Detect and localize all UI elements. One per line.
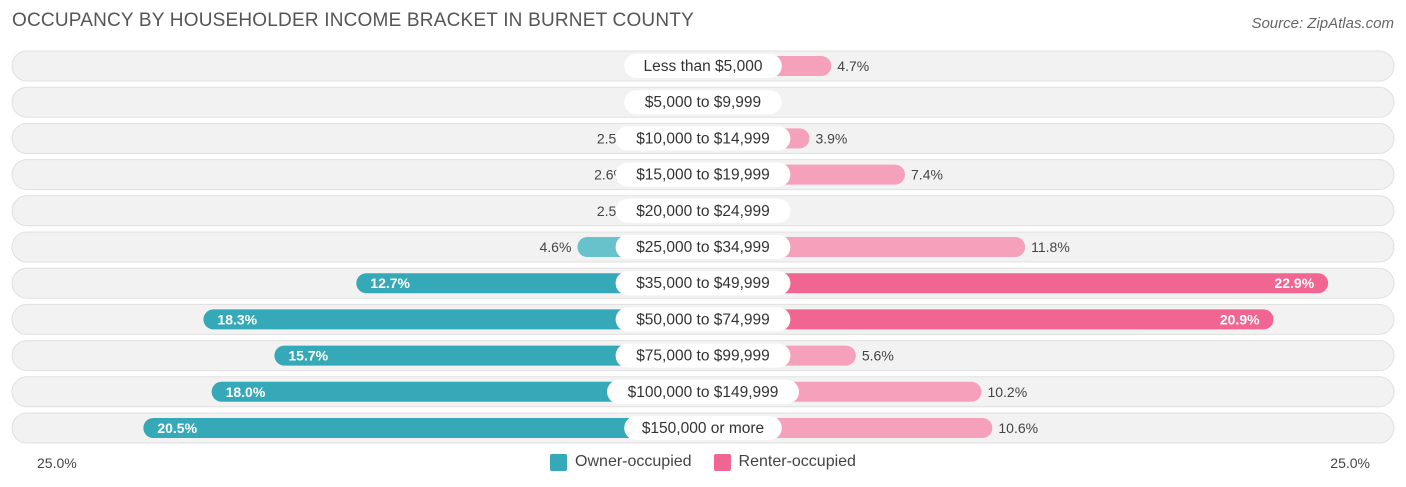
renter-value-label: 20.9% (1220, 311, 1260, 327)
category-pill (624, 416, 782, 440)
renter-value-label: 11.8% (1031, 239, 1070, 255)
axis-left-label: 25.0% (37, 455, 77, 471)
legend: Owner-occupied Renter-occupied (0, 453, 1406, 471)
owner-bar (143, 418, 704, 438)
chart-plot: 1.3%4.7%Less than $5,0001.2%0.42%$5,000 … (11, 50, 1395, 444)
category-label: Less than $5,000 (644, 58, 763, 75)
category-pill (615, 235, 791, 259)
chart-source: Source: ZipAtlas.com (1251, 15, 1394, 32)
category-pill (615, 126, 791, 151)
owner-bar (211, 381, 703, 402)
legend-swatch-owner (550, 453, 568, 471)
owner-bar (274, 345, 703, 366)
category-pill (624, 90, 782, 115)
category-label: $35,000 to $49,999 (636, 275, 770, 292)
legend-label-owner: Owner-occupied (575, 453, 692, 470)
category-pill (615, 307, 791, 332)
category-label: $10,000 to $14,999 (636, 130, 770, 147)
renter-value-label: 7.4% (911, 167, 943, 183)
owner-bar (203, 309, 703, 330)
renter-bar (703, 309, 1274, 330)
category-pill (615, 162, 791, 187)
owner-value-label: 18.0% (226, 384, 266, 400)
renter-value-label: 5.6% (862, 348, 894, 364)
renter-value-label: 4.7% (837, 58, 869, 74)
renter-bar (703, 273, 1329, 294)
owner-bar (356, 273, 703, 294)
owner-value-label: 20.5% (157, 420, 197, 436)
category-pill (624, 54, 782, 78)
owner-value-label: 12.7% (370, 275, 410, 291)
renter-value-label: 10.2% (987, 384, 1027, 400)
category-label: $20,000 to $24,999 (636, 203, 770, 220)
category-label: $15,000 to $19,999 (636, 167, 770, 184)
renter-value-label: 3.9% (815, 130, 847, 146)
owner-value-label: 18.3% (217, 311, 257, 327)
axis-right-label: 25.0% (1330, 455, 1370, 471)
chart-title: OCCUPANCY BY HOUSEHOLDER INCOME BRACKET … (12, 10, 694, 31)
legend-item-renter[interactable]: Renter-occupied (713, 453, 856, 471)
owner-value-label: 4.6% (539, 239, 571, 255)
renter-value-label: 22.9% (1274, 275, 1314, 291)
category-label: $25,000 to $34,999 (636, 239, 770, 256)
category-pill (607, 379, 799, 404)
category-pill (615, 343, 791, 368)
category-label: $50,000 to $74,999 (636, 311, 770, 328)
legend-label-renter: Renter-occupied (738, 453, 856, 470)
legend-swatch-renter (713, 453, 731, 471)
category-label: $150,000 or more (642, 420, 764, 437)
category-label: $5,000 to $9,999 (645, 94, 761, 111)
owner-value-label: 15.7% (288, 348, 328, 364)
category-label: $100,000 to $149,999 (628, 384, 779, 401)
category-label: $75,000 to $99,999 (636, 348, 770, 365)
category-pill (615, 198, 791, 223)
renter-value-label: 10.6% (998, 420, 1038, 436)
legend-item-owner[interactable]: Owner-occupied (550, 453, 692, 471)
category-pill (615, 271, 791, 296)
